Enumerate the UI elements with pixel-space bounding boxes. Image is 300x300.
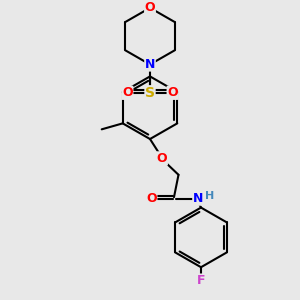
Text: O: O: [122, 86, 133, 99]
Text: O: O: [167, 86, 178, 99]
Text: H: H: [206, 191, 214, 201]
Text: O: O: [157, 152, 167, 165]
Text: S: S: [145, 86, 155, 100]
Text: N: N: [193, 192, 203, 205]
Text: O: O: [146, 192, 157, 205]
Text: O: O: [145, 1, 155, 14]
Text: N: N: [145, 58, 155, 71]
Text: F: F: [197, 274, 205, 287]
